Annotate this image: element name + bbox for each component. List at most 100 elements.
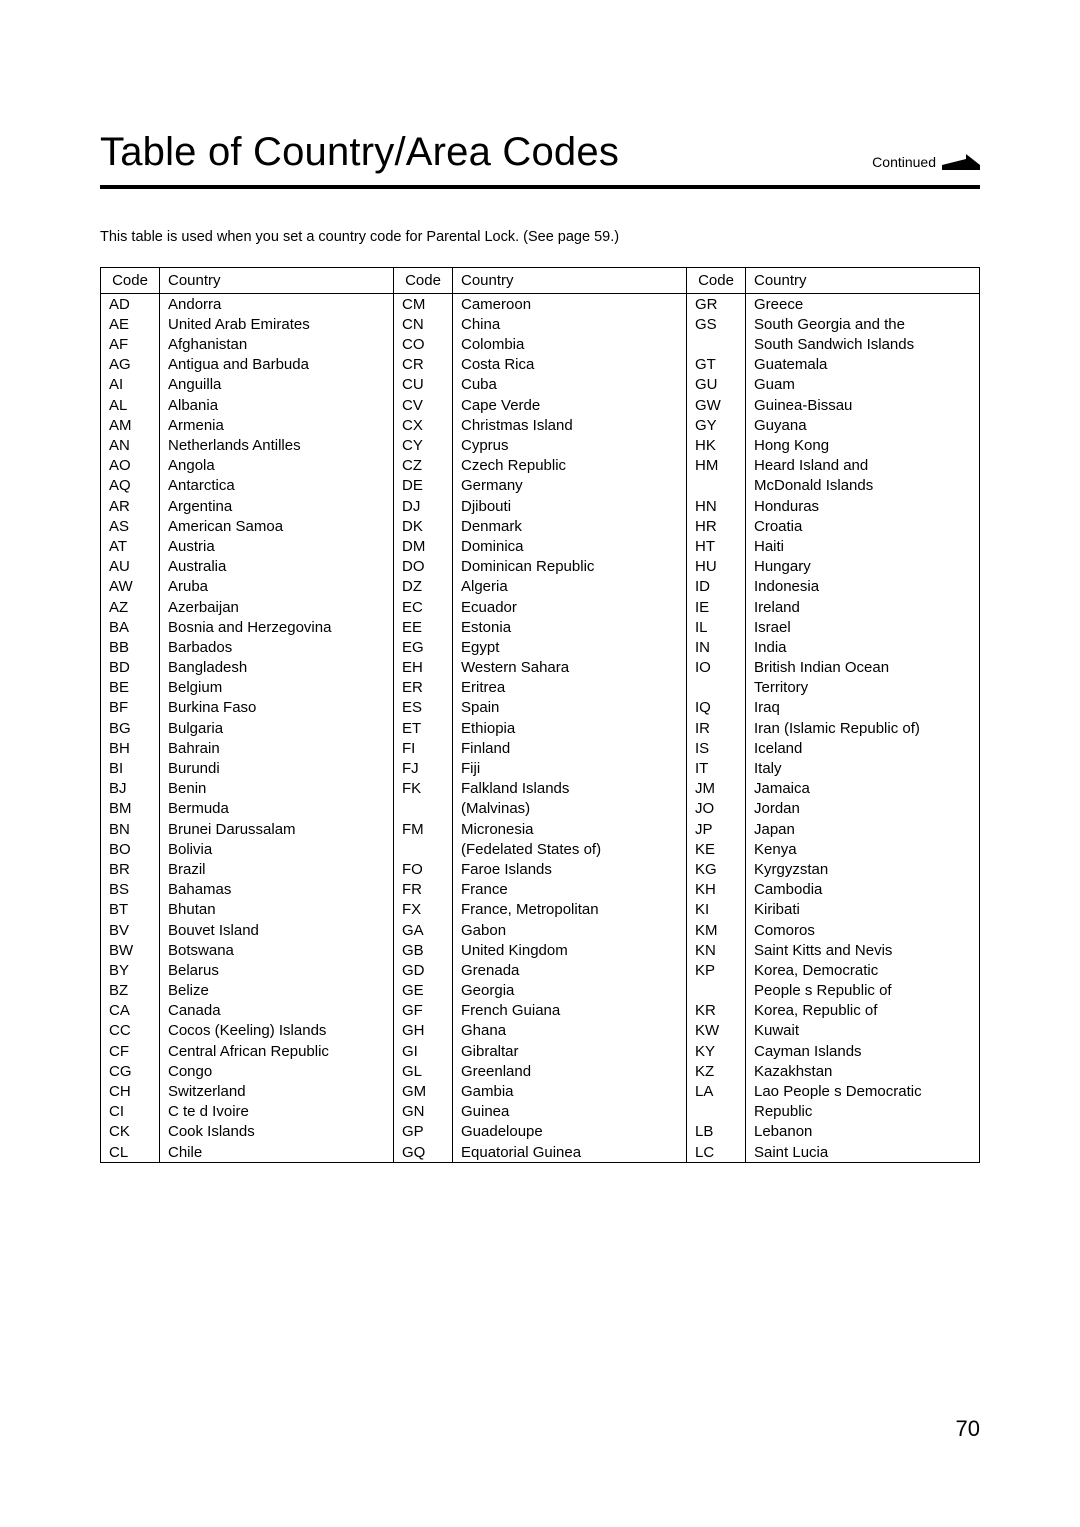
country-cell: Dominican Republic bbox=[453, 557, 686, 577]
country-cell: Saint Lucia bbox=[746, 1142, 979, 1162]
code-cell: GS bbox=[687, 314, 745, 334]
code-column: CodeGRGS GTGUGWGYHKHM HNHRHTHUIDIEILINIO… bbox=[687, 268, 746, 1162]
code-cell: HT bbox=[687, 536, 745, 556]
code-cell: AW bbox=[101, 577, 159, 597]
country-cell: Denmark bbox=[453, 516, 686, 536]
code-cell: GL bbox=[394, 1061, 452, 1081]
code-cell: HU bbox=[687, 557, 745, 577]
code-cell: CH bbox=[101, 1082, 159, 1102]
country-cell: Bhutan bbox=[160, 900, 393, 920]
code-cell: AO bbox=[101, 456, 159, 476]
country-cell: Colombia bbox=[453, 335, 686, 355]
country-cell: Georgia bbox=[453, 981, 686, 1001]
code-header: Code bbox=[394, 268, 452, 294]
country-cell: McDonald Islands bbox=[746, 476, 979, 496]
code-cell: JP bbox=[687, 819, 745, 839]
country-cell: Greenland bbox=[453, 1061, 686, 1081]
code-cell: GF bbox=[394, 1001, 452, 1021]
country-cell: C te d Ivoire bbox=[160, 1102, 393, 1122]
code-cell: AD bbox=[101, 294, 159, 314]
code-cell: LB bbox=[687, 1122, 745, 1142]
page-title: Table of Country/Area Codes bbox=[100, 130, 619, 175]
code-cell: GP bbox=[394, 1122, 452, 1142]
country-cell: Jordan bbox=[746, 799, 979, 819]
country-cell: (Fedelated States of) bbox=[453, 839, 686, 859]
code-cell bbox=[687, 335, 745, 355]
country-cell: Armenia bbox=[160, 415, 393, 435]
country-cell: Argentina bbox=[160, 496, 393, 516]
country-cell: Australia bbox=[160, 557, 393, 577]
code-cell: AM bbox=[101, 415, 159, 435]
code-cell: IT bbox=[687, 759, 745, 779]
code-cell: BJ bbox=[101, 779, 159, 799]
code-cell: AG bbox=[101, 355, 159, 375]
code-cell: CL bbox=[101, 1142, 159, 1162]
code-cell: DJ bbox=[394, 496, 452, 516]
country-cell: Bangladesh bbox=[160, 658, 393, 678]
country-cell: Belgium bbox=[160, 678, 393, 698]
code-cell: LA bbox=[687, 1082, 745, 1102]
country-cell: Albania bbox=[160, 395, 393, 415]
country-cell: Chile bbox=[160, 1142, 393, 1162]
country-cell: Cayman Islands bbox=[746, 1041, 979, 1061]
country-cell: Iraq bbox=[746, 698, 979, 718]
country-cell: Cameroon bbox=[453, 294, 686, 314]
country-cell: France bbox=[453, 880, 686, 900]
country-cell: Christmas Island bbox=[453, 415, 686, 435]
country-cell: Japan bbox=[746, 819, 979, 839]
country-cell: Czech Republic bbox=[453, 456, 686, 476]
code-cell: BD bbox=[101, 658, 159, 678]
code-cell: BT bbox=[101, 900, 159, 920]
country-cell: Austria bbox=[160, 536, 393, 556]
country-cell: Finland bbox=[453, 738, 686, 758]
country-cell: Fiji bbox=[453, 759, 686, 779]
country-cell: Equatorial Guinea bbox=[453, 1142, 686, 1162]
code-cell: EE bbox=[394, 617, 452, 637]
country-cell: Guyana bbox=[746, 415, 979, 435]
country-cell: Bolivia bbox=[160, 839, 393, 859]
code-cell bbox=[687, 476, 745, 496]
country-header: Country bbox=[453, 268, 686, 294]
code-cell bbox=[394, 839, 452, 859]
code-cell: CG bbox=[101, 1061, 159, 1081]
code-header: Code bbox=[687, 268, 745, 294]
code-cell: IS bbox=[687, 738, 745, 758]
code-cell: HM bbox=[687, 456, 745, 476]
country-column: CountryCameroonChinaColombiaCosta RicaCu… bbox=[453, 268, 686, 1162]
country-cell: Estonia bbox=[453, 617, 686, 637]
code-cell: FJ bbox=[394, 759, 452, 779]
country-cell: Belize bbox=[160, 981, 393, 1001]
country-cell: Hungary bbox=[746, 557, 979, 577]
code-cell: FO bbox=[394, 859, 452, 879]
code-cell: CC bbox=[101, 1021, 159, 1041]
code-cell: CA bbox=[101, 1001, 159, 1021]
code-cell: CO bbox=[394, 335, 452, 355]
code-cell: AF bbox=[101, 335, 159, 355]
country-cell: Heard Island and bbox=[746, 456, 979, 476]
country-column: CountryAndorraUnited Arab EmiratesAfghan… bbox=[160, 268, 393, 1162]
code-cell: IR bbox=[687, 718, 745, 738]
country-cell: Kuwait bbox=[746, 1021, 979, 1041]
code-cell: AT bbox=[101, 536, 159, 556]
country-cell: Gibraltar bbox=[453, 1041, 686, 1061]
country-cell: Andorra bbox=[160, 294, 393, 314]
country-cell: Micronesia bbox=[453, 819, 686, 839]
code-cell: IL bbox=[687, 617, 745, 637]
country-cell: Ireland bbox=[746, 597, 979, 617]
code-cell: GU bbox=[687, 375, 745, 395]
code-cell: GD bbox=[394, 960, 452, 980]
country-cell: Egypt bbox=[453, 637, 686, 657]
code-cell: BF bbox=[101, 698, 159, 718]
country-cell: Hong Kong bbox=[746, 436, 979, 456]
code-cell: GT bbox=[687, 355, 745, 375]
code-cell: JO bbox=[687, 799, 745, 819]
country-cell: Indonesia bbox=[746, 577, 979, 597]
code-cell: KN bbox=[687, 940, 745, 960]
code-cell: KM bbox=[687, 920, 745, 940]
country-cell: Comoros bbox=[746, 920, 979, 940]
country-cell: Congo bbox=[160, 1061, 393, 1081]
code-cell bbox=[687, 678, 745, 698]
code-header: Code bbox=[101, 268, 159, 294]
code-cell: EC bbox=[394, 597, 452, 617]
country-header: Country bbox=[746, 268, 979, 294]
